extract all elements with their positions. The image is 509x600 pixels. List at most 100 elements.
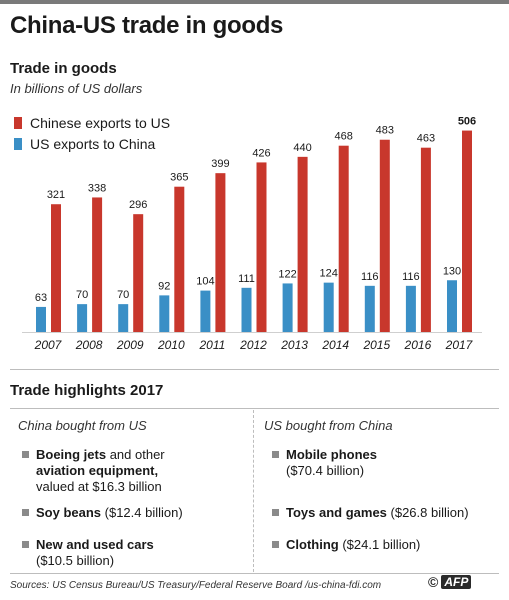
list-item-soybeans: Soy beans ($12.4 billion) [22,505,183,521]
bullet-icon [22,509,29,516]
data-label-us: 92 [158,280,170,292]
data-label-china: 468 [335,131,353,143]
bar-china-exports [256,162,267,332]
data-label-china: 365 [170,172,188,184]
x-tick-label: 2014 [321,338,349,352]
data-label-china: 321 [47,189,65,201]
data-label-us: 104 [196,276,214,288]
data-label-us: 116 [402,271,420,283]
bullet-icon [272,509,279,516]
bullet-icon [272,451,279,458]
bar-us-exports [405,285,416,332]
copyright-icon: © [428,574,439,590]
bar-us-exports [241,287,252,332]
highlights-title: Trade highlights 2017 [10,382,164,399]
x-tick-label: 2007 [34,338,63,352]
list-item-boeing: Boeing jets and other aviation equipment… [22,447,165,495]
bar-us-exports [200,290,211,332]
x-tick-label: 2011 [198,338,225,352]
x-tick-label: 2010 [157,338,185,352]
item-bold: Soy beans [36,505,102,520]
bar-us-exports [77,304,88,332]
data-label-us: 130 [443,265,461,277]
data-label-us: 70 [76,289,88,301]
sources-text: Sources: US Census Bureau/US Treasury/Fe… [10,580,382,591]
bar-china-exports [215,173,226,332]
bar-china-exports [462,130,472,332]
item-bold: New and used cars [36,537,154,552]
list-item-clothing: Clothing ($24.1 billion) [272,537,421,553]
top-bar [0,0,509,4]
main-title: China-US trade in goods [10,12,284,39]
item-text: and other [106,447,165,462]
legend-item-china: Chinese exports to US [14,112,170,133]
bar-us-exports [447,280,457,332]
data-label-us: 111 [238,273,255,285]
list-item-toys: Toys and games ($26.8 billion) [272,505,469,521]
legend-swatch-us [14,137,22,150]
bar-china-exports [379,139,390,332]
chart-legend: Chinese exports to US US exports to Chin… [14,112,170,154]
item-bold: Clothing [286,537,339,552]
item-text: ($26.8 billion) [386,505,469,520]
item-text: ($70.4 billion) [286,463,365,478]
x-tick-label: 2016 [404,338,432,352]
item-bold: aviation equipment, [36,463,159,478]
section-divider [10,369,499,370]
data-label-china: 506 [458,116,476,128]
x-tick-label: 2013 [280,338,308,352]
item-text: ($12.4 billion) [101,505,183,520]
bullet-icon [22,541,29,548]
data-label-us: 63 [35,292,47,304]
x-tick-label: 2015 [362,338,390,352]
data-label-china: 399 [211,158,229,170]
data-label-us: 116 [361,271,379,283]
data-label-china: 338 [88,182,106,194]
bar-china-exports [174,186,185,332]
list-item-phones: Mobile phones ($70.4 billion) [272,447,377,479]
chart-subtitle: In billions of US dollars [10,81,143,96]
afp-logo: © AFP [428,574,472,590]
bar-us-exports [36,306,46,332]
footer-divider [10,573,499,574]
bar-us-exports [323,282,334,332]
bar-china-exports [297,156,308,332]
bar-us-exports [282,283,293,332]
item-text: ($24.1 billion) [338,537,421,552]
x-tick-label: 2009 [116,338,144,352]
bar-china-exports [133,214,144,332]
data-label-china: 440 [293,142,311,154]
china-bought-heading: China bought from US [18,418,147,433]
data-label-china: 426 [252,147,270,159]
afp-logo-text: AFP [441,575,472,589]
highlights-divider [10,408,499,409]
us-bought-heading: US bought from China [264,418,393,433]
data-label-us: 70 [117,289,129,301]
bar-china-exports [92,197,103,332]
bar-chart: 63 321 2007 70 338 2008 70 296 2009 92 365 2010 104 3… [22,116,482,352]
bullet-icon [22,451,29,458]
column-separator [253,410,254,572]
legend-item-us: US exports to China [14,133,170,154]
bar-china-exports [51,204,61,332]
bar-china-exports [338,145,349,332]
x-tick-label: 2012 [239,338,267,352]
bar-china-exports [420,147,431,332]
bullet-icon [272,541,279,548]
data-label-china: 296 [129,199,147,211]
item-text: ($10.5 billion) [36,553,115,568]
data-label-china: 463 [417,133,435,145]
legend-label-us: US exports to China [30,135,156,152]
legend-label-china: Chinese exports to US [30,114,171,131]
chart-title: Trade in goods [10,60,117,77]
x-tick-label: 2008 [75,338,103,352]
item-bold: Mobile phones [286,447,377,462]
bar-us-exports [118,304,129,332]
item-bold: Toys and games [286,505,387,520]
data-label-us: 124 [320,268,338,280]
data-label-china: 483 [376,125,394,137]
bar-us-exports [364,285,375,332]
legend-swatch-china [14,116,22,129]
data-label-us: 122 [278,268,296,280]
item-text: valued at $16.3 billion [36,479,162,494]
